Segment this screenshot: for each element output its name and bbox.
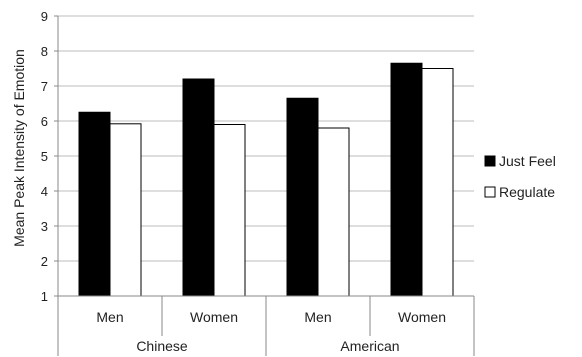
bar-just-feel — [78, 111, 111, 297]
x-group-label: Chinese — [136, 338, 188, 354]
y-tick-label: 4 — [41, 184, 48, 199]
axes — [57, 16, 475, 356]
x-category-label: Men — [304, 309, 331, 325]
legend-swatch — [484, 186, 496, 198]
bar-regulate — [421, 68, 454, 297]
x-category-label: Women — [398, 309, 446, 325]
bars — [78, 62, 454, 297]
y-tick-label: 2 — [41, 254, 48, 269]
y-tick-label: 5 — [41, 149, 48, 164]
legend: Just Feel Regulate — [484, 153, 556, 200]
legend-label: Just Feel — [499, 153, 556, 169]
bar-regulate — [317, 127, 350, 297]
x-category-label: Men — [96, 309, 123, 325]
bar-just-feel — [390, 62, 423, 297]
y-tick-label: 3 — [41, 219, 48, 234]
y-tick-label: 1 — [41, 289, 48, 304]
y-tick-label: 6 — [41, 114, 48, 129]
bar-regulate — [213, 124, 246, 297]
y-tick-label: 8 — [41, 44, 48, 59]
x-category-label: Women — [190, 309, 238, 325]
bar-just-feel — [286, 97, 319, 297]
y-axis-ticks: 1 2 3 4 5 6 7 8 9 — [41, 9, 58, 304]
bar-just-feel — [182, 78, 215, 297]
y-tick-label: 7 — [41, 79, 48, 94]
legend-label: Regulate — [499, 184, 555, 200]
y-tick-label: 9 — [41, 9, 48, 24]
legend-swatch — [484, 155, 496, 167]
bar-regulate — [109, 123, 142, 297]
x-group-label: American — [340, 338, 399, 354]
y-axis-label: Mean Peak Intensity of Emotion — [11, 49, 27, 247]
